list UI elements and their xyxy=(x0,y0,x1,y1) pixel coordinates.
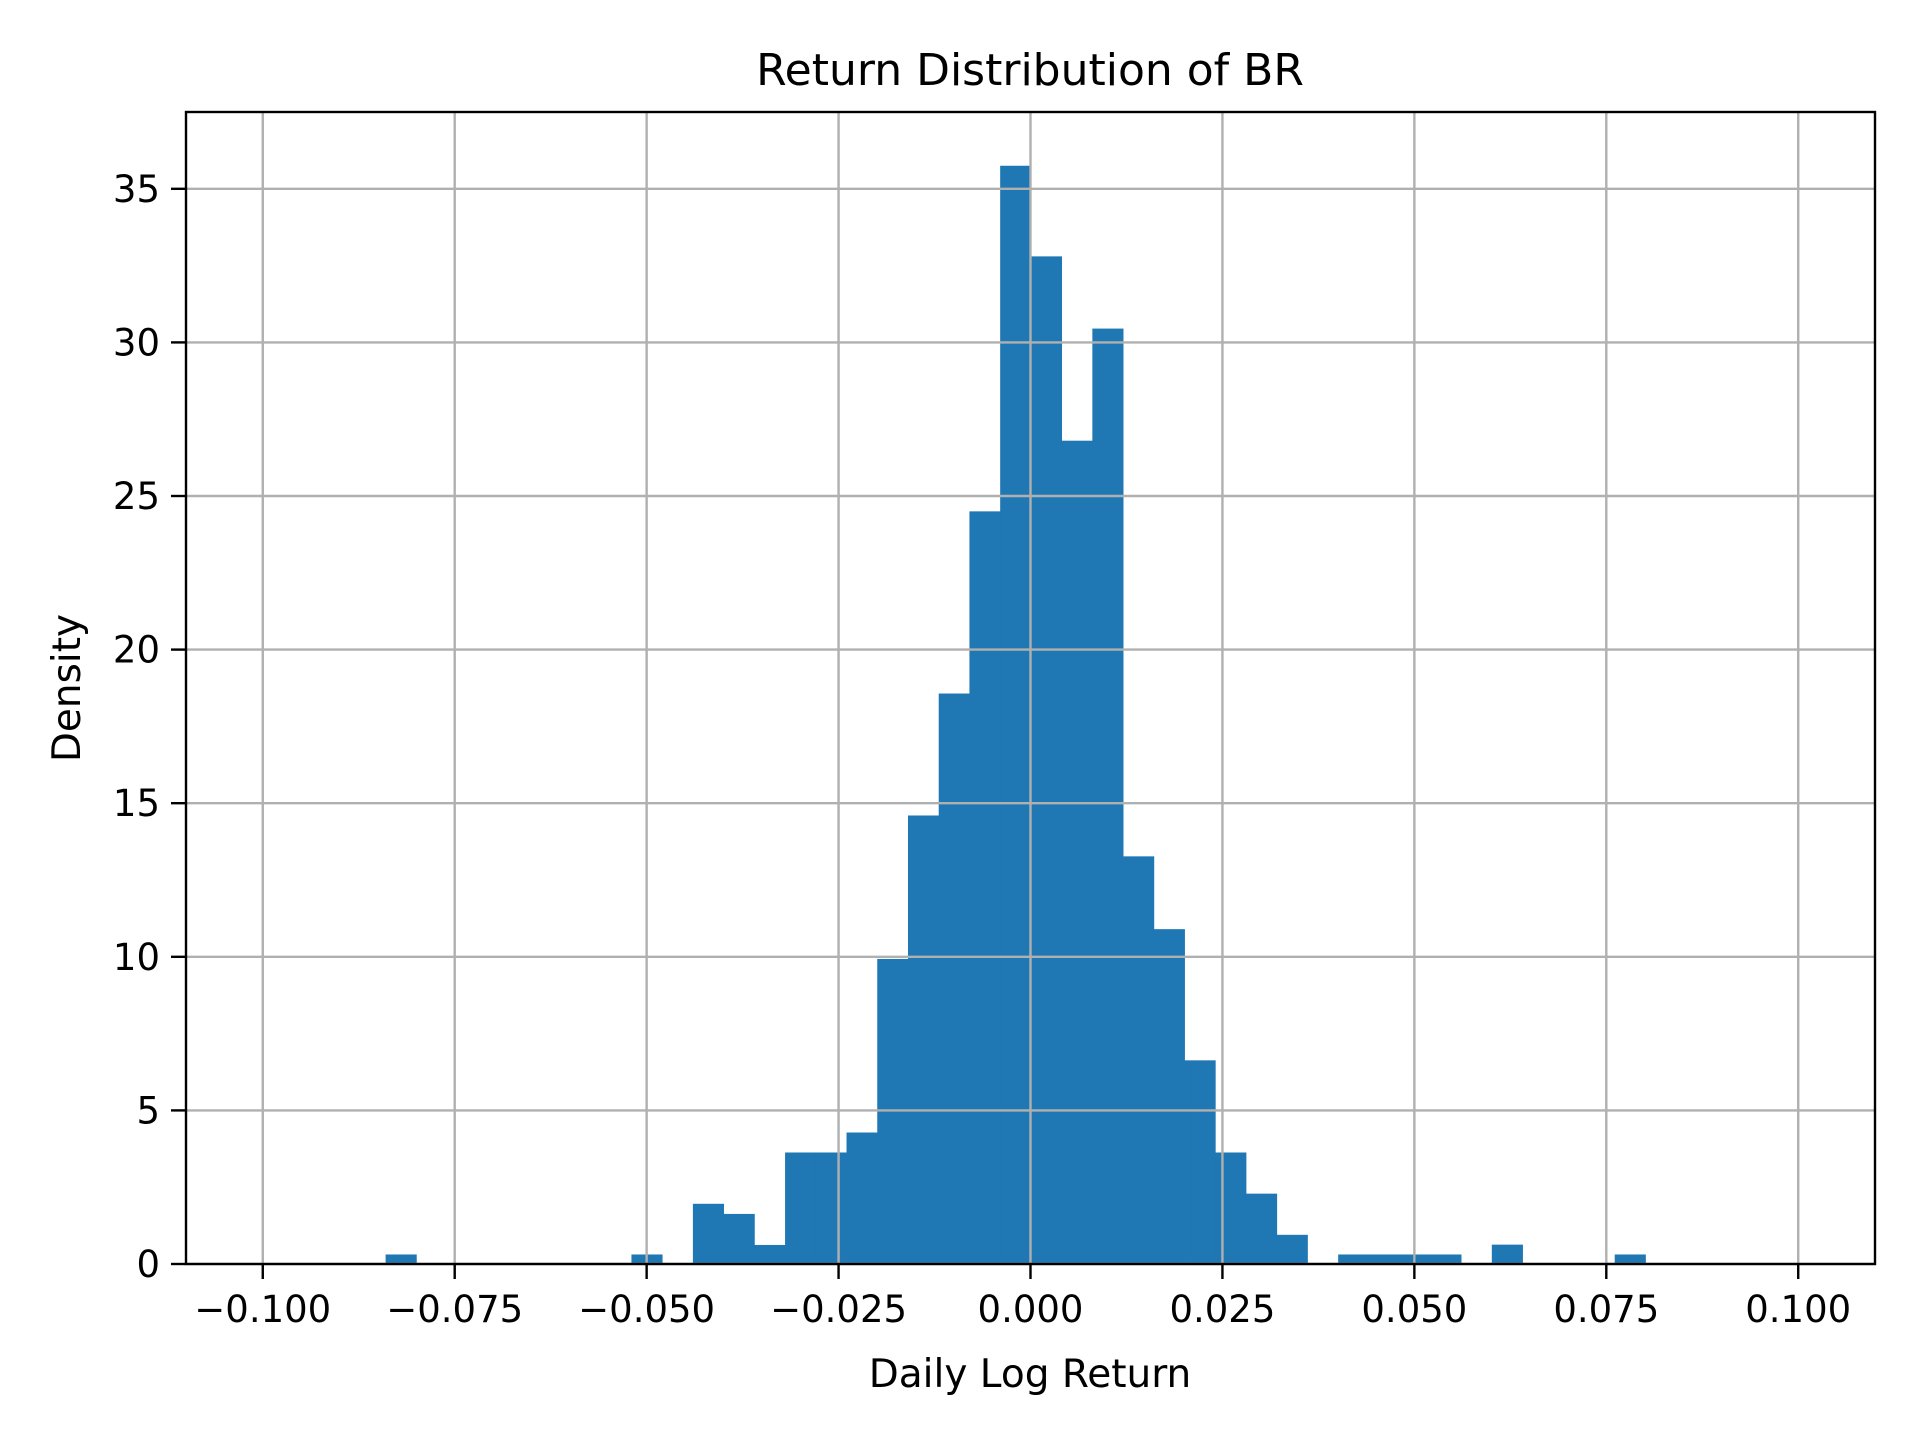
y-tick-label: 15 xyxy=(113,782,160,825)
x-tick-label: −0.050 xyxy=(578,1288,715,1331)
histogram-bar xyxy=(1184,1060,1216,1264)
y-axis-label: Density xyxy=(45,614,90,762)
histogram-bar xyxy=(846,1132,878,1264)
x-tick-label: 0.100 xyxy=(1745,1288,1851,1331)
chart-title: Return Distribution of BR xyxy=(756,45,1304,96)
histogram-bar xyxy=(1061,440,1093,1264)
y-tick-label: 35 xyxy=(113,168,160,211)
histogram-bar xyxy=(692,1203,725,1264)
histogram-bar xyxy=(907,815,940,1264)
x-tick-label: −0.025 xyxy=(770,1288,907,1331)
histogram-bar xyxy=(1338,1254,1370,1264)
histogram-bar xyxy=(1153,929,1185,1264)
histogram-bar xyxy=(754,1244,786,1264)
histogram-bars xyxy=(385,165,1646,1265)
x-tick-label: 0.000 xyxy=(978,1288,1084,1331)
histogram-bar xyxy=(969,511,1001,1264)
y-tick-label: 25 xyxy=(113,475,160,518)
x-tick-label: 0.075 xyxy=(1553,1288,1659,1331)
histogram-bar xyxy=(723,1213,755,1264)
y-axis-ticks: 0 5 10 15 20 25 30 35 xyxy=(113,168,186,1286)
x-axis-ticks: −0.100 −0.075 −0.050 −0.025 0.000 0.025 0.050 0… xyxy=(194,1264,1851,1331)
y-tick-label: 5 xyxy=(136,1089,160,1132)
histogram-bar xyxy=(1245,1193,1278,1264)
histogram-bar xyxy=(1215,1152,1247,1264)
histogram-bar xyxy=(1092,328,1124,1265)
histogram-bar xyxy=(1030,256,1063,1264)
histogram-bar xyxy=(1000,165,1032,1264)
histogram-bar xyxy=(1491,1244,1523,1264)
x-tick-label: −0.100 xyxy=(194,1288,331,1331)
histogram-bar xyxy=(385,1254,417,1264)
histogram-bar xyxy=(1276,1234,1308,1264)
x-tick-label: 0.050 xyxy=(1361,1288,1467,1331)
histogram-bar xyxy=(785,1152,817,1264)
y-tick-label: 20 xyxy=(113,629,160,672)
histogram-bar xyxy=(1614,1254,1646,1264)
x-axis-label: Daily Log Return xyxy=(869,1352,1192,1397)
y-tick-label: 0 xyxy=(136,1243,160,1286)
histogram-bar xyxy=(1430,1254,1462,1264)
x-tick-label: −0.075 xyxy=(386,1288,523,1331)
y-tick-label: 10 xyxy=(113,936,160,979)
grid-lines xyxy=(186,112,1875,1266)
y-tick-label: 30 xyxy=(113,321,160,364)
histogram-bar xyxy=(815,1152,847,1264)
x-tick-label: 0.025 xyxy=(1169,1288,1275,1331)
histogram-bar xyxy=(938,693,970,1264)
histogram-bar xyxy=(1368,1254,1401,1264)
histogram-bar xyxy=(1123,856,1155,1264)
